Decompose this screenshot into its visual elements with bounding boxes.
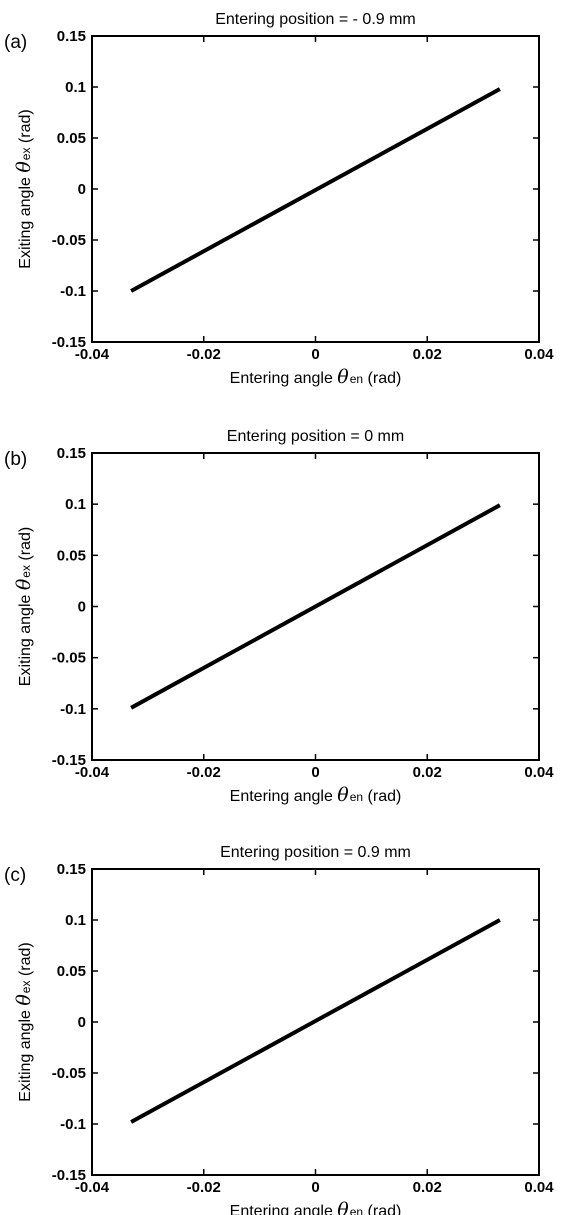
y-tick-label: -0.15 xyxy=(52,334,86,351)
label-prefix: Exiting angle xyxy=(17,590,34,686)
y-tick-label: -0.15 xyxy=(52,752,86,769)
y-tick-label: 0.05 xyxy=(57,963,86,980)
y-tick-label: -0.05 xyxy=(52,650,86,667)
x-tick-label: 0.04 xyxy=(524,346,554,363)
label-suffix: (rad) xyxy=(363,1203,401,1215)
chart-panel: -0.04 -0.02 0 0.02 0.04 -0.15 -0.1 -0.05 0 0.05 0.… xyxy=(4,428,554,806)
chart-title: Entering position = 0 mm xyxy=(227,428,404,445)
y-axis-label: Exiting angle θex (rad) xyxy=(13,109,35,268)
panel-label: (a) xyxy=(4,32,27,53)
y-axis-label: Exiting angle θex (rad) xyxy=(13,527,35,686)
series-line xyxy=(130,87,501,293)
label-symbol: θ xyxy=(337,366,349,388)
x-tick-label: 0 xyxy=(311,764,319,781)
label-symbol: θ xyxy=(337,784,349,806)
y-tick-label: 0.1 xyxy=(65,496,86,513)
y-tick-label: 0 xyxy=(78,599,86,616)
label-symbol: θ xyxy=(13,994,35,1006)
label-suffix: (rad) xyxy=(363,788,401,805)
y-tick-label: 0 xyxy=(78,181,86,198)
x-tick-label: 0 xyxy=(311,346,319,363)
panel-label: (c) xyxy=(4,865,26,886)
y-tick-label: -0.05 xyxy=(52,1065,86,1082)
label-prefix: Entering angle xyxy=(230,370,338,387)
label-subscript: en xyxy=(350,1205,363,1215)
y-tick-label: 0.1 xyxy=(65,912,86,929)
y-tick-label: 0.15 xyxy=(57,861,86,878)
label-suffix: (rad) xyxy=(17,527,34,565)
y-tick-label: -0.1 xyxy=(60,701,86,718)
x-tick-label: -0.02 xyxy=(187,1179,221,1196)
x-tick-label: -0.04 xyxy=(75,1179,110,1196)
x-tick-label: 0.02 xyxy=(413,764,442,781)
y-tick-label: -0.1 xyxy=(60,1116,86,1133)
series-line xyxy=(130,503,501,710)
x-axis-label: Entering angle θen (rad) xyxy=(230,784,402,806)
label-subscript: en xyxy=(350,790,363,804)
y-tick-label: 0.05 xyxy=(57,130,86,147)
chart-title: Entering position = 0.9 mm xyxy=(220,844,411,861)
y-tick-label: 0.15 xyxy=(57,28,86,45)
label-suffix: (rad) xyxy=(17,942,34,980)
y-tick-label: 0 xyxy=(78,1014,86,1031)
series-line xyxy=(130,918,501,1124)
x-axis-label: Entering angle θen (rad) xyxy=(230,366,402,388)
x-tick-label: 0.04 xyxy=(524,764,554,781)
x-tick-label: -0.02 xyxy=(187,346,221,363)
label-subscript: ex xyxy=(19,981,33,994)
x-tick-label: -0.02 xyxy=(187,764,221,781)
label-suffix: (rad) xyxy=(17,109,34,147)
y-tick-label: 0.1 xyxy=(65,79,86,96)
chart-panel: -0.04 -0.02 0 0.02 0.04 -0.15 -0.1 -0.05 0 0.05 0.… xyxy=(4,844,554,1215)
label-prefix: Entering angle xyxy=(230,1203,338,1215)
y-axis-label: Exiting angle θex (rad) xyxy=(13,942,35,1101)
label-prefix: Exiting angle xyxy=(17,1006,34,1102)
x-tick-label: 0.02 xyxy=(413,346,442,363)
label-prefix: Entering angle xyxy=(230,788,338,805)
label-prefix: Exiting angle xyxy=(17,173,34,269)
x-tick-label: 0.04 xyxy=(524,1179,554,1196)
x-tick-label: -0.04 xyxy=(75,346,110,363)
label-subscript: ex xyxy=(19,565,33,578)
label-subscript: ex xyxy=(19,148,33,161)
label-subscript: en xyxy=(350,372,363,386)
y-tick-label: 0.15 xyxy=(57,445,86,462)
x-axis-label: Entering angle θen (rad) xyxy=(230,1199,402,1215)
label-symbol: θ xyxy=(13,161,35,173)
x-tick-label: 0.02 xyxy=(413,1179,442,1196)
panel-label: (b) xyxy=(4,449,27,470)
chart-panel: -0.04 -0.02 0 0.02 0.04 -0.15 -0.1 -0.05 0 0.05 0.… xyxy=(4,11,554,388)
x-tick-label: 0 xyxy=(311,1179,319,1196)
label-symbol: θ xyxy=(13,578,35,590)
y-tick-label: -0.1 xyxy=(60,283,86,300)
x-tick-label: -0.04 xyxy=(75,764,110,781)
label-symbol: θ xyxy=(337,1199,349,1215)
chart-title: Entering position = - 0.9 mm xyxy=(215,11,416,28)
label-suffix: (rad) xyxy=(363,370,401,387)
y-tick-label: -0.05 xyxy=(52,232,86,249)
y-tick-label: -0.15 xyxy=(52,1167,86,1184)
y-tick-label: 0.05 xyxy=(57,547,86,564)
